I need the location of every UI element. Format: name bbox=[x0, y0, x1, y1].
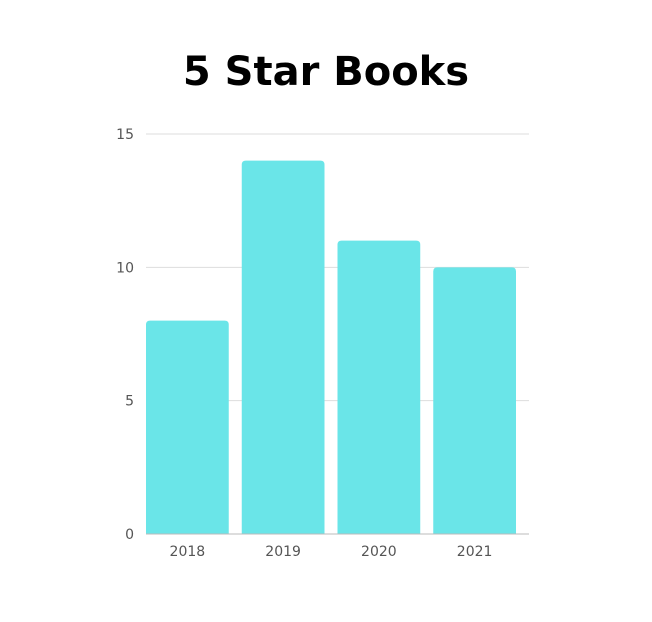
bar-2018 bbox=[146, 320, 229, 534]
y-tick-label: 5 bbox=[125, 394, 134, 410]
bar-2020 bbox=[337, 240, 421, 534]
y-tick-label: 10 bbox=[116, 260, 134, 276]
bars bbox=[146, 160, 516, 534]
x-tick-label: 2019 bbox=[265, 544, 301, 560]
y-axis-ticks: 0 5 10 15 bbox=[116, 127, 134, 543]
chart-title: 5 Star Books bbox=[182, 49, 470, 95]
bar-2019 bbox=[241, 160, 325, 534]
y-tick-label: 0 bbox=[125, 527, 134, 543]
y-tick-label: 15 bbox=[116, 127, 134, 143]
x-axis-ticks: 2018 2019 2020 2021 bbox=[170, 544, 493, 560]
x-tick-label: 2021 bbox=[457, 544, 493, 560]
bar-2021 bbox=[433, 267, 516, 534]
x-tick-label: 2020 bbox=[361, 544, 397, 560]
x-tick-label: 2018 bbox=[170, 544, 206, 560]
